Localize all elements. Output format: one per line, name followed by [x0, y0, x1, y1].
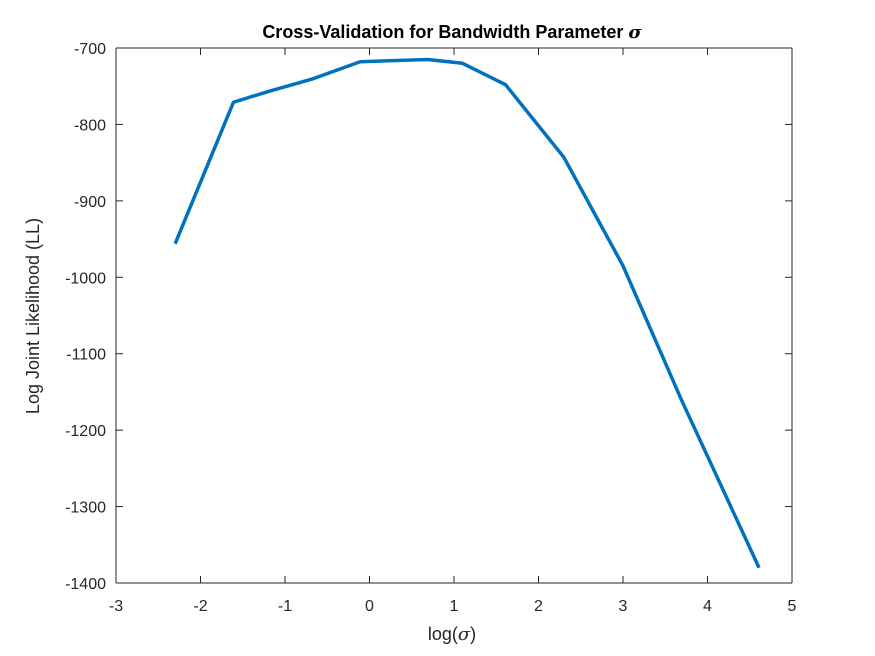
x-axis-label-sigma: σ	[458, 624, 471, 645]
y-tick-label: -1200	[65, 423, 106, 440]
series-layer	[173, 57, 761, 569]
chart-title: Cross-Validation for Bandwidth Parameter…	[262, 22, 642, 43]
x-tick-label: 2	[534, 598, 543, 615]
x-axis-label-prefix: log(	[428, 624, 458, 644]
y-tick-label: -1300	[65, 500, 106, 517]
y-tick-label: -1100	[66, 347, 106, 364]
y-tick-label: -900	[74, 194, 106, 211]
y-tick-label: -1000	[65, 270, 106, 287]
plot-area	[116, 48, 792, 583]
ticks-layer: -3 -2 -1 0 1 2 3 4 5 -700 -800 -900 -1000 -1100 -1200 -…	[65, 41, 796, 615]
x-tick-label: -1	[278, 598, 292, 615]
chart-title-sigma: σ	[628, 22, 642, 43]
x-tick-label: 3	[619, 598, 628, 615]
y-tick-label: -800	[74, 117, 106, 134]
x-tick-label: 1	[450, 598, 459, 615]
x-axis-label: log(σ)	[428, 624, 476, 645]
x-tick-label: 4	[703, 598, 712, 615]
y-axis-label: Log Joint Likelihood (LL)	[23, 218, 43, 414]
y-tick-label: -700	[74, 41, 106, 58]
x-tick-label: -2	[193, 598, 207, 615]
y-tick-label: -1400	[65, 576, 106, 593]
x-tick-label: 5	[788, 598, 797, 615]
x-axis-label-suffix: )	[470, 624, 476, 644]
x-tick-label: -3	[109, 598, 123, 615]
chart-title-text: Cross-Validation for Bandwidth Parameter	[262, 22, 628, 42]
series-line-0	[173, 57, 761, 569]
x-tick-label: 0	[365, 598, 374, 615]
